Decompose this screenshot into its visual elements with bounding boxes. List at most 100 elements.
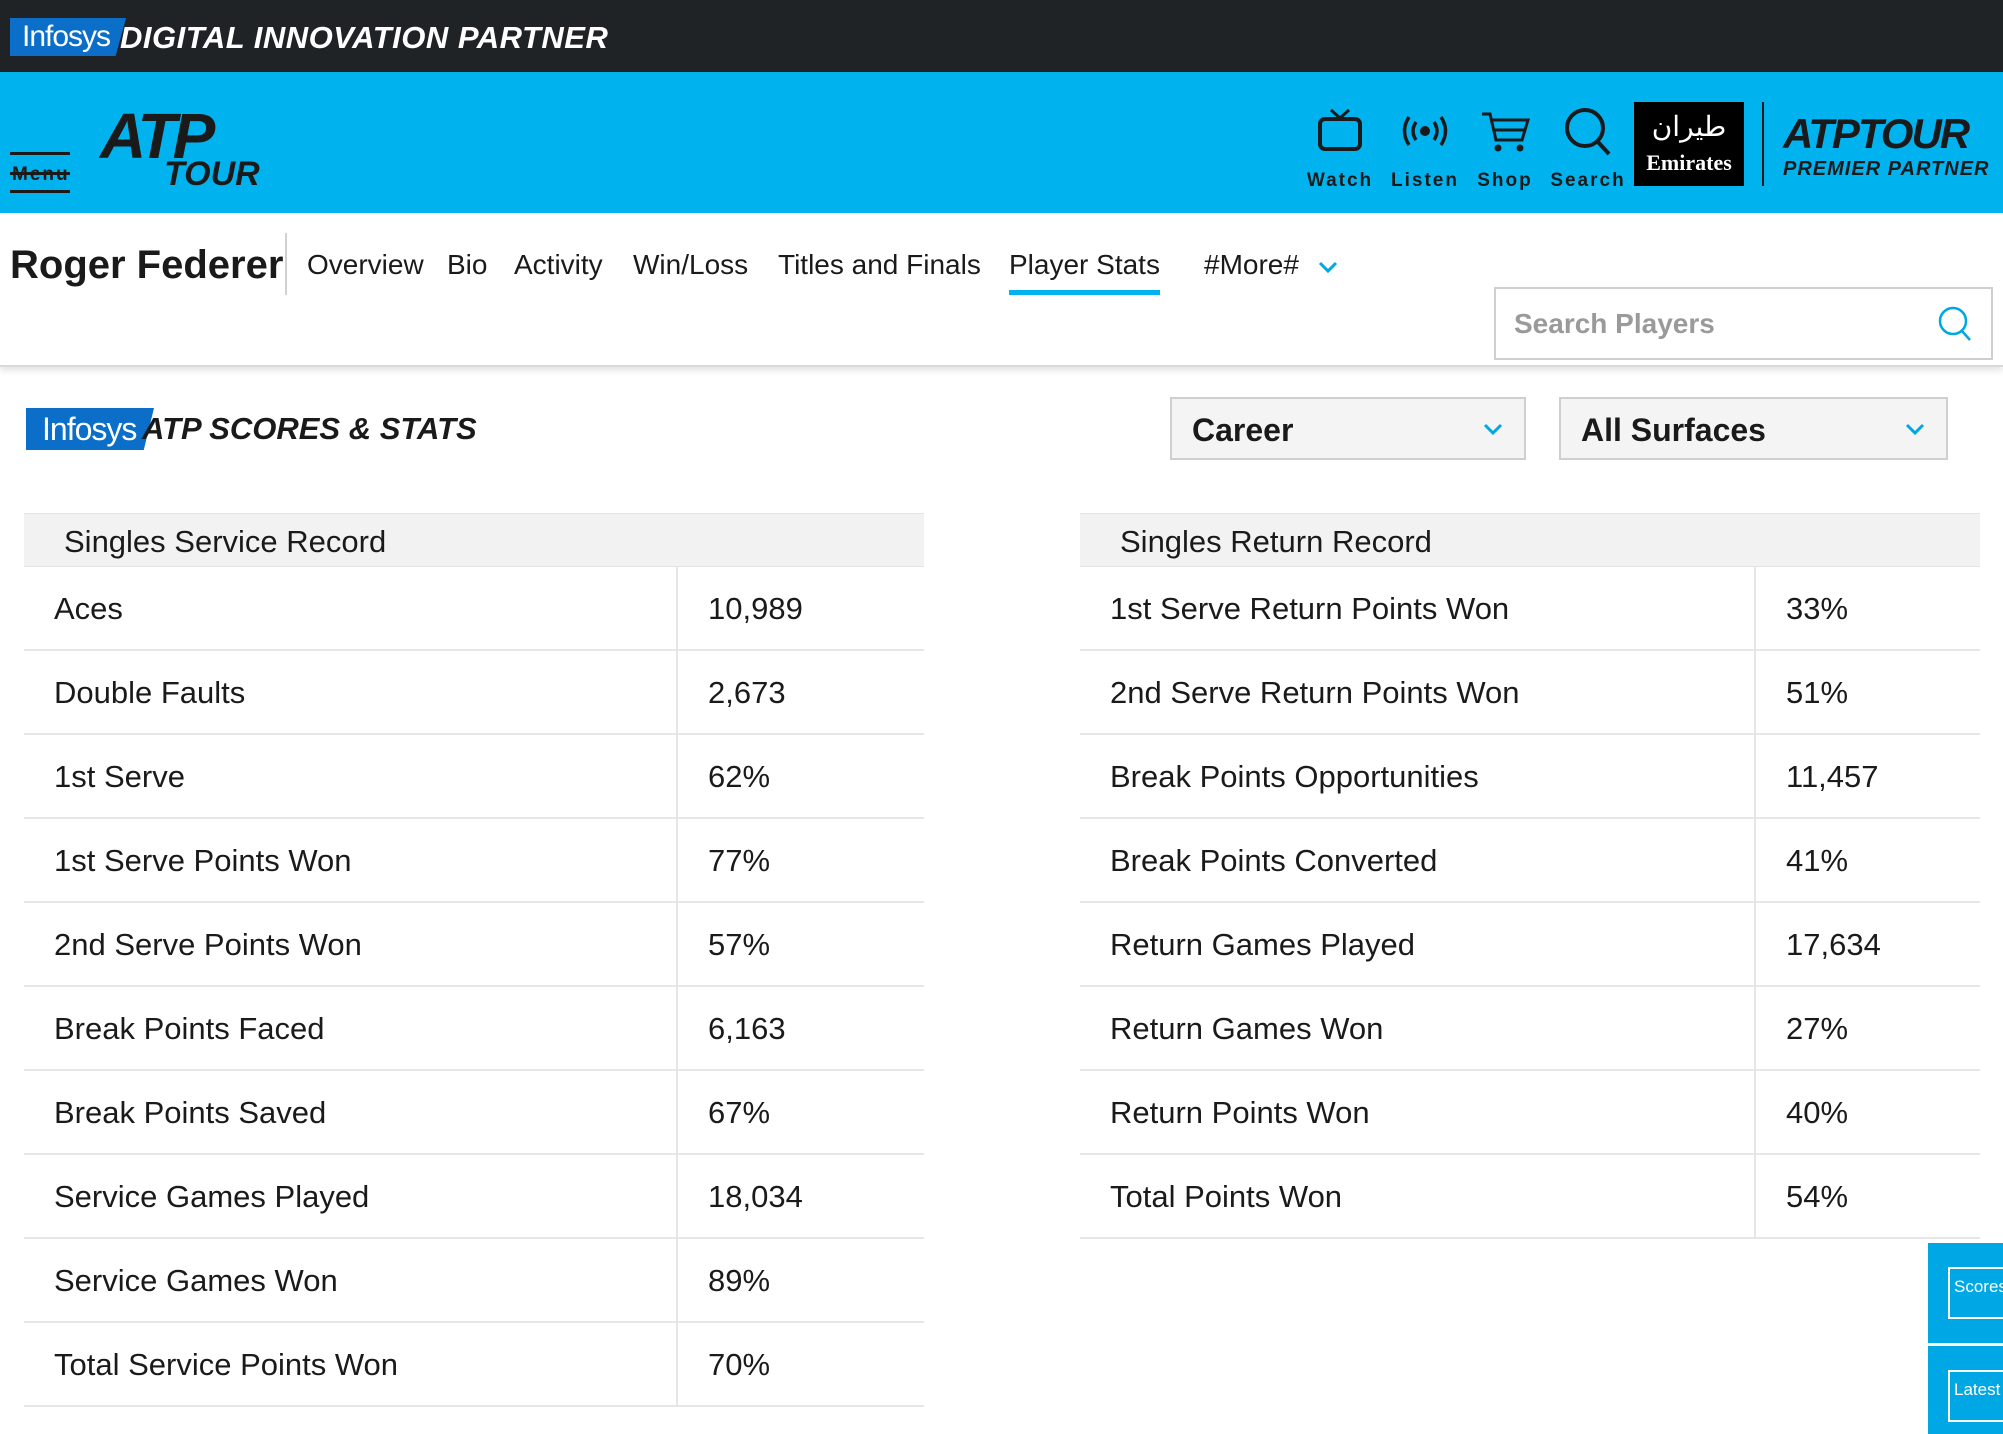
search-icon bbox=[1565, 108, 1611, 156]
tab-titles-and-finals[interactable]: Titles and Finals bbox=[778, 249, 981, 280]
logo-tour-text: TOUR bbox=[164, 155, 260, 193]
infosys-logo[interactable]: Infosys bbox=[10, 18, 127, 56]
singles-return-record-table: Singles Return Record 1st Serve Return P… bbox=[1080, 513, 1980, 1239]
hamburger-icon-bar bbox=[10, 172, 70, 175]
column-divider bbox=[676, 735, 678, 817]
column-divider bbox=[1754, 1155, 1756, 1237]
stat-value: 27% bbox=[1786, 1011, 1849, 1046]
player-name: Roger Federer bbox=[10, 243, 284, 287]
scores-icon bbox=[1948, 1267, 2003, 1319]
partner-bar: Infosys DIGITAL INNOVATION PARTNER bbox=[0, 0, 2003, 72]
search-icon[interactable] bbox=[1937, 305, 1973, 343]
tv-icon bbox=[1318, 108, 1362, 151]
column-divider bbox=[676, 651, 678, 733]
stat-value: 2,673 bbox=[708, 675, 786, 710]
stat-label: Service Games Played bbox=[54, 1179, 370, 1214]
scores-widget-label: Scores bbox=[1954, 1277, 2003, 1296]
tab-more-label: #More# bbox=[1204, 249, 1299, 280]
stat-value: 17,634 bbox=[1786, 927, 1881, 962]
stat-label: Service Games Won bbox=[54, 1263, 338, 1298]
column-divider bbox=[676, 1155, 678, 1237]
broadcast-icon bbox=[1402, 116, 1448, 146]
listen-button[interactable]: Listen bbox=[1380, 106, 1470, 196]
table-header: Singles Return Record bbox=[1080, 513, 1980, 567]
stat-label: Return Games Won bbox=[1110, 1011, 1384, 1046]
column-divider bbox=[676, 819, 678, 901]
table-row: Return Games Won 27% bbox=[1080, 987, 1980, 1071]
menu-button[interactable] bbox=[10, 112, 72, 193]
table-row: Double Faults 2,673 bbox=[24, 651, 924, 735]
stat-value: 10,989 bbox=[708, 591, 803, 626]
emirates-logo[interactable]: طيران Emirates bbox=[1634, 102, 1744, 186]
menu-label: Menu bbox=[12, 164, 70, 185]
atp-tour-logo[interactable]: ATP TOUR bbox=[100, 104, 270, 192]
column-divider bbox=[1754, 987, 1756, 1069]
table-row: 2nd Serve Return Points Won 51% bbox=[1080, 651, 1980, 735]
column-divider bbox=[676, 903, 678, 985]
search-label: Search bbox=[1550, 170, 1626, 191]
stat-label: Break Points Opportunities bbox=[1110, 759, 1479, 794]
scores-widget[interactable]: Scores bbox=[1928, 1243, 2003, 1343]
table-row: Service Games Won 89% bbox=[24, 1239, 924, 1323]
stat-value: 6,163 bbox=[708, 1011, 786, 1046]
chevron-down-icon bbox=[1318, 261, 1337, 273]
premier-partner-logo[interactable]: ATPTOUR PREMIER PARTNER bbox=[1783, 112, 1993, 181]
stat-label: Double Faults bbox=[54, 675, 246, 710]
stat-label: 1st Serve Return Points Won bbox=[1110, 591, 1510, 626]
emirates-name: Emirates bbox=[1646, 150, 1732, 175]
column-divider bbox=[1754, 651, 1756, 733]
shop-button[interactable]: Shop bbox=[1460, 106, 1550, 196]
watch-button[interactable]: Watch bbox=[1295, 106, 1385, 196]
column-divider bbox=[1754, 735, 1756, 817]
table-row: 1st Serve Points Won 77% bbox=[24, 819, 924, 903]
stat-value: 18,034 bbox=[708, 1179, 803, 1214]
tab-overview[interactable]: Overview bbox=[307, 249, 424, 280]
tab-bio[interactable]: Bio bbox=[447, 249, 488, 280]
emirates-arabic: طيران bbox=[1651, 110, 1727, 143]
stat-label: Return Points Won bbox=[1110, 1095, 1370, 1130]
column-divider bbox=[676, 987, 678, 1069]
premier-partner-line1: ATPTOUR bbox=[1783, 110, 1970, 157]
table-row: Break Points Opportunities 11,457 bbox=[1080, 735, 1980, 819]
period-select[interactable]: Career bbox=[1170, 397, 1526, 460]
stat-label: Aces bbox=[54, 591, 123, 626]
tab-win-loss[interactable]: Win/Loss bbox=[633, 249, 749, 280]
table-row: Total Points Won 54% bbox=[1080, 1155, 1980, 1239]
service-record-title: Singles Service Record bbox=[64, 524, 387, 559]
table-row: Aces 10,989 bbox=[24, 567, 924, 651]
stat-label: Break Points Saved bbox=[54, 1095, 327, 1130]
tab-more[interactable]: #More# bbox=[1204, 247, 1339, 283]
search-button[interactable]: Search bbox=[1543, 106, 1633, 196]
stat-value: 70% bbox=[708, 1347, 771, 1382]
latest-widget[interactable]: Latest bbox=[1928, 1346, 2003, 1434]
scores-stats-title: ATP SCORES & STATS bbox=[142, 411, 477, 446]
return-record-title: Singles Return Record bbox=[1120, 524, 1432, 559]
surface-select-value: All Surfaces bbox=[1581, 412, 1766, 448]
stat-value: 40% bbox=[1786, 1095, 1849, 1130]
tab-player-stats[interactable]: Player Stats bbox=[1009, 247, 1160, 295]
table-row: Return Points Won 40% bbox=[1080, 1071, 1980, 1155]
player-nav: Roger Federer Overview Bio Activity Win/… bbox=[0, 213, 2003, 367]
surface-select[interactable]: All Surfaces bbox=[1559, 397, 1948, 460]
column-divider bbox=[1754, 1071, 1756, 1153]
table-row: Break Points Saved 67% bbox=[24, 1071, 924, 1155]
singles-service-record-table: Singles Service Record Aces 10,989 Double … bbox=[24, 513, 924, 1407]
column-divider bbox=[676, 1071, 678, 1153]
partner-title: DIGITAL INNOVATION PARTNER bbox=[120, 20, 609, 55]
search-players-input[interactable] bbox=[1514, 301, 1934, 347]
table-row: 2nd Serve Points Won 57% bbox=[24, 903, 924, 987]
tab-activity[interactable]: Activity bbox=[514, 249, 603, 280]
stat-value: 41% bbox=[1786, 843, 1849, 878]
stat-label: 2nd Serve Return Points Won bbox=[1110, 675, 1520, 710]
stat-label: Total Points Won bbox=[1110, 1179, 1343, 1214]
table-row: Total Service Points Won 70% bbox=[24, 1323, 924, 1407]
nav-divider bbox=[285, 233, 287, 295]
stat-label: 2nd Serve Points Won bbox=[54, 927, 362, 962]
stat-value: 57% bbox=[708, 927, 771, 962]
stat-label: Break Points Converted bbox=[1110, 843, 1438, 878]
hamburger-icon-bar bbox=[10, 190, 70, 193]
site-header: Menu ATP TOUR Watch Listen Shop bbox=[0, 72, 2003, 213]
stat-label: Total Service Points Won bbox=[54, 1347, 399, 1382]
stat-label: 1st Serve bbox=[54, 759, 185, 794]
cart-icon bbox=[1482, 112, 1531, 152]
